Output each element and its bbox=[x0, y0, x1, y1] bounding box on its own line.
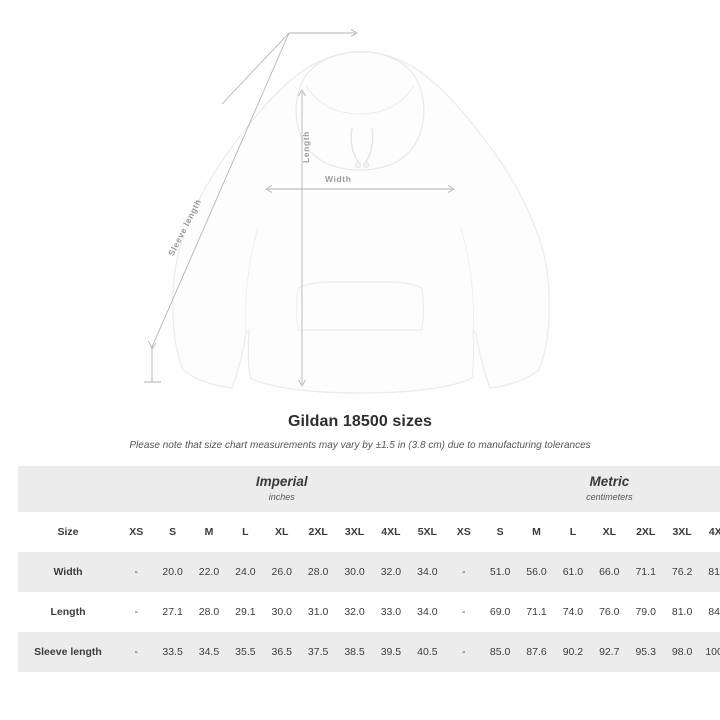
cell-sleeve-met-5: 95.3 bbox=[627, 632, 664, 672]
header-imperial-m: M bbox=[190, 512, 228, 552]
cell-width-met-4: 66.0 bbox=[591, 552, 628, 592]
header-imperial-5xl: 5XL bbox=[409, 512, 446, 552]
cell-length-met-2: 71.1 bbox=[518, 592, 555, 632]
length-dimension-label: Length bbox=[301, 131, 311, 163]
header-imperial-2xl: 2XL bbox=[299, 512, 337, 552]
cell-sleeve-imp-8: 40.5 bbox=[409, 632, 446, 672]
table-row: Sleeve length - 33.5 34.5 35.5 36.5 37.5… bbox=[18, 632, 720, 672]
cell-width-met-2: 56.0 bbox=[518, 552, 555, 592]
cell-width-met-7: 81.3 bbox=[700, 552, 720, 592]
cell-length-met-6: 81.0 bbox=[663, 592, 701, 632]
cell-width-met-1: 51.0 bbox=[481, 552, 519, 592]
cell-sleeve-met-7: 100.3 bbox=[700, 632, 720, 672]
cell-width-imp-5: 28.0 bbox=[299, 552, 337, 592]
system-imperial-name: Imperial bbox=[255, 473, 308, 489]
cell-width-met-3: 61.0 bbox=[554, 552, 592, 592]
cell-width-imp-0: - bbox=[118, 552, 155, 592]
header-metric-m: M bbox=[518, 512, 555, 552]
size-header-row: Size XS S M L XL 2XL 3XL 4XL 5XL XS S M … bbox=[18, 512, 720, 552]
cell-sleeve-imp-1: 33.5 bbox=[154, 632, 191, 672]
cell-sleeve-imp-0: - bbox=[118, 632, 155, 672]
header-imperial-s: S bbox=[154, 512, 191, 552]
header-imperial-4xl: 4XL bbox=[372, 512, 410, 552]
cell-width-imp-3: 24.0 bbox=[227, 552, 264, 592]
cell-length-imp-7: 33.0 bbox=[372, 592, 410, 632]
cell-length-imp-3: 29.1 bbox=[227, 592, 264, 632]
cell-length-imp-2: 28.0 bbox=[190, 592, 228, 632]
cell-sleeve-imp-2: 34.5 bbox=[190, 632, 228, 672]
cell-length-imp-1: 27.1 bbox=[154, 592, 191, 632]
cell-width-imp-2: 22.0 bbox=[190, 552, 228, 592]
system-metric-unit: centimeters bbox=[586, 491, 633, 502]
cell-length-imp-5: 31.0 bbox=[299, 592, 337, 632]
row-label-length: Length bbox=[18, 592, 118, 632]
cell-sleeve-imp-4: 36.5 bbox=[263, 632, 300, 672]
header-imperial-xs: XS bbox=[118, 512, 155, 552]
cell-length-imp-0: - bbox=[118, 592, 155, 632]
hoodie-drawing bbox=[144, 29, 550, 394]
system-metric-cell: Metric centimeters bbox=[445, 466, 720, 512]
cell-width-met-0: - bbox=[445, 552, 482, 592]
header-metric-xs: XS bbox=[445, 512, 482, 552]
cell-sleeve-met-2: 87.6 bbox=[518, 632, 555, 672]
cell-length-met-5: 79.0 bbox=[627, 592, 664, 632]
cell-length-met-4: 76.0 bbox=[591, 592, 628, 632]
system-corner-cell bbox=[18, 466, 118, 512]
header-metric-3xl: 3XL bbox=[663, 512, 701, 552]
size-header-label: Size bbox=[18, 512, 118, 552]
system-metric-name: Metric bbox=[589, 473, 630, 489]
cell-width-imp-6: 30.0 bbox=[336, 552, 373, 592]
chart-note: Please note that size chart measurements… bbox=[129, 440, 591, 451]
hoodie-shape bbox=[172, 51, 550, 394]
garment-illustration: Length Width Sleeve length bbox=[144, 29, 550, 394]
cell-width-imp-7: 32.0 bbox=[372, 552, 410, 592]
cell-length-imp-8: 34.0 bbox=[409, 592, 446, 632]
table-row: Width - 20.0 22.0 24.0 26.0 28.0 30.0 32… bbox=[18, 552, 720, 592]
header-imperial-l: L bbox=[227, 512, 264, 552]
cell-length-met-7: 84.0 bbox=[700, 592, 720, 632]
row-label-sleeve-length: Sleeve length bbox=[18, 632, 118, 672]
cell-width-imp-8: 34.0 bbox=[409, 552, 446, 592]
cell-length-imp-6: 32.0 bbox=[336, 592, 373, 632]
cell-sleeve-met-1: 85.0 bbox=[481, 632, 519, 672]
cell-width-met-5: 71.1 bbox=[627, 552, 664, 592]
chart-title: Gildan 18500 sizes bbox=[287, 413, 433, 430]
cell-sleeve-met-3: 90.2 bbox=[554, 632, 592, 672]
cell-length-imp-4: 30.0 bbox=[263, 592, 300, 632]
header-imperial-3xl: 3XL bbox=[336, 512, 373, 552]
system-header-row: Imperial inches Metric centimeters bbox=[18, 466, 720, 512]
size-table: Imperial inches Metric centimeters Size … bbox=[18, 466, 720, 672]
cell-width-met-6: 76.2 bbox=[663, 552, 701, 592]
header-imperial-xl: XL bbox=[263, 512, 300, 552]
size-table-wrap: Imperial inches Metric centimeters Size … bbox=[18, 466, 720, 672]
cell-width-imp-4: 26.0 bbox=[263, 552, 300, 592]
header-metric-4xl: 4XL bbox=[700, 512, 720, 552]
cell-sleeve-imp-3: 35.5 bbox=[227, 632, 264, 672]
cell-length-met-3: 74.0 bbox=[554, 592, 592, 632]
cell-sleeve-met-0: - bbox=[445, 632, 482, 672]
system-imperial-unit: inches bbox=[268, 491, 295, 502]
cell-sleeve-met-4: 92.7 bbox=[591, 632, 628, 672]
cell-sleeve-imp-5: 37.5 bbox=[299, 632, 337, 672]
header-metric-l: L bbox=[554, 512, 592, 552]
cell-length-met-0: - bbox=[445, 592, 482, 632]
row-label-width: Width bbox=[18, 552, 118, 592]
header-metric-xl: XL bbox=[591, 512, 628, 552]
cell-sleeve-imp-6: 38.5 bbox=[336, 632, 373, 672]
width-dimension-label: Width bbox=[325, 174, 352, 184]
cell-length-met-1: 69.0 bbox=[481, 592, 519, 632]
cell-width-imp-1: 20.0 bbox=[154, 552, 191, 592]
header-metric-s: S bbox=[481, 512, 519, 552]
header-metric-2xl: 2XL bbox=[627, 512, 664, 552]
table-row: Length - 27.1 28.0 29.1 30.0 31.0 32.0 3… bbox=[18, 592, 720, 632]
cell-sleeve-imp-7: 39.5 bbox=[372, 632, 410, 672]
measurement-guides bbox=[144, 29, 455, 387]
cell-sleeve-met-6: 98.0 bbox=[663, 632, 701, 672]
system-imperial-cell: Imperial inches bbox=[118, 466, 446, 512]
